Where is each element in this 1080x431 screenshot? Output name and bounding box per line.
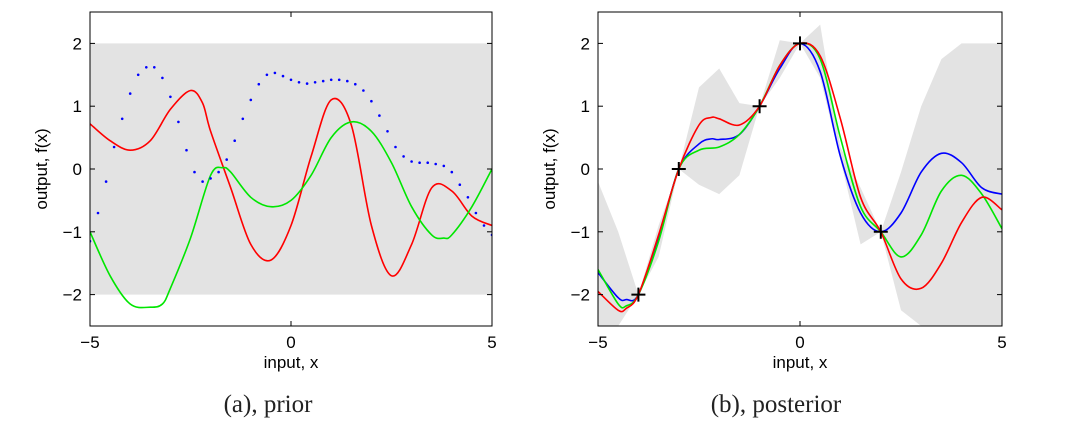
series-2-line — [598, 42, 1002, 313]
series-2-point — [104, 180, 108, 183]
series-2-point — [209, 177, 212, 180]
series-1-line — [90, 120, 492, 309]
series-2-point — [273, 71, 277, 75]
series-2-point — [217, 170, 220, 174]
series-2-point — [241, 117, 245, 121]
series-2-point — [426, 161, 430, 164]
series-2-point — [265, 73, 269, 77]
series-2-point — [474, 211, 478, 215]
series-2-point — [337, 78, 341, 82]
confidence-band — [90, 43, 492, 295]
series-2-point — [434, 162, 438, 166]
series-2-point — [466, 196, 470, 199]
series-2-point — [458, 183, 462, 186]
posterior-panel: −5 0 5 2 1 0 −1 −2 input, x output, f(x) (b), post… — [540, 11, 1007, 418]
series-2-point — [281, 74, 285, 78]
y-tick-label: 2 — [581, 34, 590, 53]
observation-marker — [671, 162, 686, 176]
series-2-point — [378, 114, 381, 117]
series-2-point — [257, 82, 261, 86]
series-2-point — [450, 170, 454, 174]
y-tick-label: 1 — [73, 97, 82, 116]
series-0-line — [598, 42, 1002, 302]
series-2-point — [136, 73, 140, 77]
panel-caption: (b), posterior — [711, 391, 842, 418]
y-tick-label: −1 — [63, 223, 82, 242]
x-axis-label: input, x — [773, 353, 828, 372]
plot-area — [90, 43, 492, 309]
series-2-point — [305, 82, 309, 85]
panel-caption: (a), prior — [224, 391, 314, 418]
series-2-point — [321, 79, 325, 83]
prior-panel: −5 0 5 2 1 0 −1 −2 input, x output, f(x) (a), prio… — [32, 11, 497, 418]
series-2-point — [442, 164, 446, 168]
series-2-point — [145, 66, 148, 69]
series-2-point — [297, 81, 301, 84]
observation-marker — [793, 36, 807, 51]
x-axis-label: input, x — [264, 353, 319, 372]
series-2-point — [482, 224, 486, 227]
series-2-point — [289, 78, 293, 82]
y-tick-label: 2 — [73, 34, 82, 53]
x-tick-label: 5 — [997, 333, 1006, 352]
observation-marker — [752, 99, 767, 114]
series-2-point — [249, 98, 253, 102]
series-2-point — [354, 82, 357, 86]
series-2-point — [233, 139, 236, 142]
series-2-point — [161, 76, 164, 80]
series-2-point — [402, 155, 405, 158]
y-tick-label: 0 — [581, 160, 590, 179]
y-tick-label: −1 — [571, 223, 590, 242]
y-axis-label: output, f(x) — [540, 128, 559, 209]
series-2-point — [120, 117, 124, 121]
series-2-point — [370, 99, 373, 103]
y-tick-label: −2 — [63, 286, 82, 305]
series-2-point — [418, 161, 421, 164]
series-2-point — [386, 130, 389, 133]
series-2-point — [177, 120, 180, 124]
series-2-point — [112, 145, 116, 149]
series-2-point — [410, 160, 413, 163]
series-2-point — [169, 95, 172, 99]
observation-marker — [631, 287, 646, 302]
series-2-point — [394, 145, 397, 149]
series-2-point — [128, 92, 132, 95]
x-tick-label: −5 — [588, 333, 607, 352]
series-2-point — [193, 170, 196, 174]
y-tick-label: 1 — [581, 97, 590, 116]
series-2-point — [185, 148, 188, 152]
series-2-point — [201, 180, 204, 183]
observation-marker — [873, 224, 888, 239]
series-2-point — [96, 211, 100, 215]
x-tick-label: −5 — [80, 333, 99, 352]
x-tick-label: 0 — [286, 333, 295, 352]
y-tick-label: −2 — [571, 286, 590, 305]
series-2-point — [313, 81, 317, 84]
y-axis-label: output, f(x) — [32, 128, 51, 209]
series-2-point — [225, 158, 228, 161]
series-2-point — [153, 66, 156, 69]
x-tick-label: 0 — [795, 333, 804, 352]
series-2-point — [362, 89, 365, 92]
series-2-point — [346, 79, 349, 83]
series-2-point — [329, 78, 333, 82]
plot-area — [598, 24, 1002, 326]
x-tick-label: 5 — [487, 333, 496, 352]
confidence-band — [598, 24, 1002, 326]
y-tick-label: 0 — [73, 160, 82, 179]
